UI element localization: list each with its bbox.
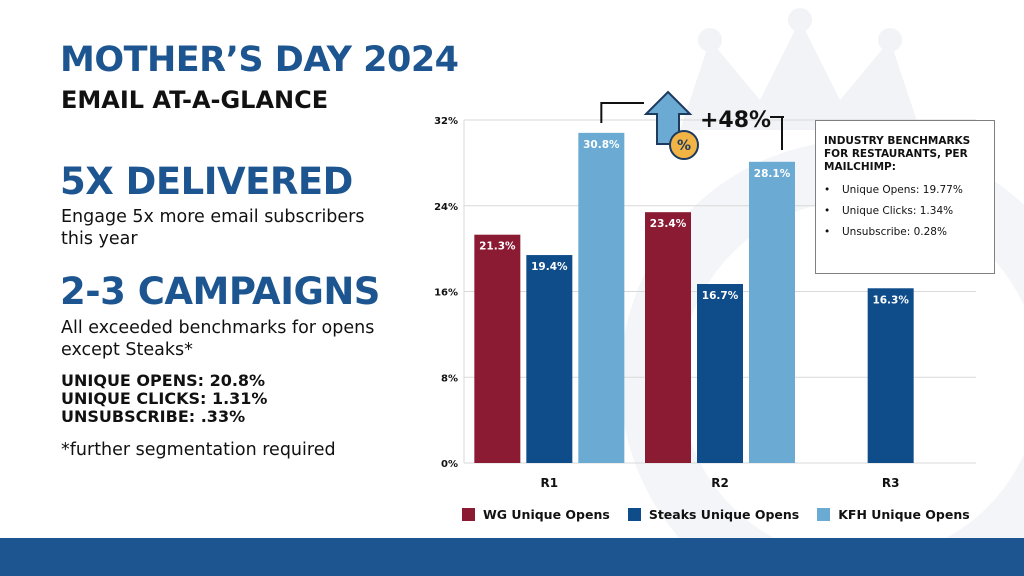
y-tick-label: 0% [441,459,458,470]
bar [867,288,914,463]
legend-item: KFH Unique Opens [817,507,970,522]
bar-value-label: 28.1% [754,168,791,180]
legend-label: Steaks Unique Opens [648,507,800,522]
bar [526,255,573,463]
metric-unique-clicks: UNIQUE CLICKS: 1.31% [61,389,268,408]
y-tick-label: 16% [434,288,458,299]
x-category-label: R3 [882,476,900,490]
benchmark-item: Unsubscribe: 0.28% [824,222,984,243]
x-category-label: R1 [541,476,559,490]
bar [474,234,521,463]
y-tick-label: 24% [434,202,458,213]
x-category-label: R2 [711,476,729,490]
percent-glyph: % [677,138,691,154]
bar-value-label: 23.4% [650,218,687,230]
metric-unique-opens: UNIQUE OPENS: 20.8% [61,371,266,390]
page-subtitle: EMAIL AT-A-GLANCE [61,86,329,114]
bar-value-label: 30.8% [583,139,620,151]
bar [749,161,795,463]
legend-swatch-kfh [817,508,831,521]
legend-swatch-steaks [627,508,641,521]
callout-bracket-left [600,102,644,123]
y-tick-label: 32% [434,116,458,127]
legend-label: WG Unique Opens [483,507,610,522]
bar-value-label: 16.7% [702,290,739,302]
metric-unsubscribe: UNSUBSCRIBE: .33% [61,407,246,426]
page-title: MOTHER’S DAY 2024 [60,40,459,80]
stat-body-campaigns: All exceeded benchmarks for opens except… [61,318,375,360]
callout-growth-label: +48% [700,108,771,133]
bar-value-label: 16.3% [872,294,909,306]
bar-value-label: 19.4% [531,261,568,273]
metrics-list: UNIQUE OPENS: 20.8% UNIQUE CLICKS: 1.31%… [61,372,267,426]
legend-item: WG Unique Opens [462,507,610,522]
stat-heading-campaigns: 2-3 CAMPAIGNS [60,270,380,313]
benchmark-item: Unique Clicks: 1.34% [824,201,984,222]
benchmarks-list: Unique Opens: 19.77% Unique Clicks: 1.34… [824,180,984,243]
callout-bracket-right [770,116,784,150]
legend-swatch-wg [462,508,475,521]
bar [697,283,743,463]
benchmarks-title: INDUSTRY BENCHMARKS FOR RESTAURANTS, PER… [824,135,971,173]
chart-legend: WG Unique Opens Steaks Unique Opens KFH … [462,507,970,522]
percent-badge [669,130,699,160]
stat-body-delivered: Engage 5x more email subscribers this ye… [61,207,365,249]
y-tick-label: 8% [441,373,458,384]
footer-bar [0,538,1024,576]
legend-label: KFH Unique Opens [838,507,970,522]
bar-value-label: 21.3% [479,241,516,253]
stat-heading-delivered: 5X DELIVERED [60,160,353,203]
footnote: *further segmentation required [61,440,336,460]
legend-item: Steaks Unique Opens [627,507,800,522]
benchmark-item: Unique Opens: 19.77% [824,180,984,201]
bar [645,212,691,463]
bar [578,132,625,464]
percent-up-arrow-icon: % [643,90,699,160]
benchmarks-box: INDUSTRY BENCHMARKS FOR RESTAURANTS, PER… [815,120,995,274]
